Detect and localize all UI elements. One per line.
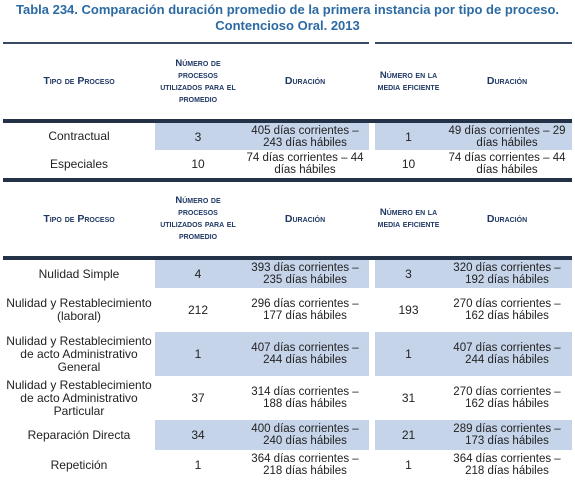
row-num: 3 (155, 121, 241, 150)
table-title-line1: Tabla 234. Comparación duración promedio… (16, 2, 559, 17)
column-gap (369, 150, 375, 180)
table-row: Nulidad y Restablecimiento de acto Admin… (3, 376, 572, 420)
row-tipo: Nulidad y Restablecimiento de acto Admin… (6, 333, 152, 374)
row-dur2: 74 días corrientes – 44 días hábiles (448, 152, 566, 176)
row-num2: 1 (375, 332, 442, 376)
header-tipo: Tipo de Proceso (3, 42, 155, 121)
header-row-2: Tipo de Proceso Número de procesos utili… (3, 179, 572, 258)
row-num: 10 (191, 157, 205, 171)
table-row: Reparación Directa 34 400 días corriente… (3, 420, 572, 450)
row-num2: 31 (401, 391, 416, 405)
row-num: 37 (191, 391, 205, 405)
header-numero-media: Número en la media eficiente (375, 179, 442, 258)
row-dur: 405 días corrientes – 243 días hábiles (241, 121, 369, 150)
row-dur: 407 días corrientes – 244 días hábiles (241, 332, 369, 376)
row-num2: 1 (375, 121, 442, 150)
column-gap (369, 121, 375, 150)
row-dur: 364 días corrientes – 218 días hábiles (251, 453, 359, 477)
column-gap (369, 450, 375, 480)
row-dur2: 49 días corrientes – 29 días hábiles (442, 121, 572, 150)
row-tipo: Repetición (50, 457, 108, 472)
column-gap (369, 288, 375, 332)
row-num2: 10 (401, 157, 416, 171)
column-gap (369, 332, 375, 376)
header-row-1: Tipo de Proceso Número de procesos utili… (3, 42, 572, 121)
row-num: 1 (155, 332, 241, 376)
table-title: Tabla 234. Comparación duración promedio… (0, 2, 575, 34)
row-dur: 296 días corrientes – 177 días hábiles (251, 298, 359, 322)
comparison-table: Tipo de Proceso Número de procesos utili… (3, 42, 572, 480)
header-numero-utilizados: Número de procesos utilizados para el pr… (155, 179, 241, 258)
header-numero-media: Número en la media eficiente (375, 42, 442, 121)
row-num: 1 (194, 458, 202, 472)
table-title-line2: Contencioso Oral. 2013 (215, 18, 360, 33)
table-row: Contractual 3 405 días corrientes – 243 … (3, 121, 572, 150)
header-duracion: Duración (241, 42, 369, 121)
header-numero-utilizados: Número de procesos utilizados para el pr… (155, 42, 241, 121)
row-tipo: Nulidad y Restablecimiento de acto Admin… (6, 377, 152, 418)
row-num2: 3 (375, 258, 442, 288)
row-dur: 74 días corrientes – 44 días hábiles (246, 152, 364, 176)
row-dur2: 270 días corrientes – 162 días hábiles (453, 298, 561, 322)
row-dur2: 270 días corrientes – 162 días hábiles (453, 386, 561, 410)
column-gap (369, 420, 375, 450)
header-duracion: Duración (241, 179, 369, 258)
row-tipo: Nulidad Simple (38, 266, 120, 281)
row-num: 34 (155, 420, 241, 450)
header-tipo: Tipo de Proceso (3, 179, 155, 258)
table-row: Especiales 10 74 días corrientes – 44 dí… (3, 150, 572, 180)
row-dur: 393 días corrientes – 235 días hábiles (241, 258, 369, 288)
row-num: 4 (155, 258, 241, 288)
row-dur2: 407 días corrientes – 244 días hábiles (442, 332, 572, 376)
row-dur2: 289 días corrientes – 173 días hábiles (442, 420, 572, 450)
column-gap (369, 180, 375, 258)
header-duracion-2: Duración (442, 42, 572, 121)
row-num2: 21 (375, 420, 442, 450)
row-dur2: 364 días corrientes – 218 días hábiles (453, 453, 561, 477)
column-gap (369, 43, 375, 121)
table-row: Nulidad y Restablecimiento de acto Admin… (3, 332, 572, 376)
row-dur: 400 días corrientes – 240 días hábiles (241, 420, 369, 450)
column-gap (369, 376, 375, 420)
table-row: Repetición 1 364 días corrientes – 218 d… (3, 450, 572, 480)
row-tipo: Especiales (49, 156, 109, 171)
row-num: 212 (187, 303, 209, 317)
row-num2: 1 (405, 458, 412, 472)
column-gap (369, 258, 375, 288)
header-duracion-2: Duración (442, 179, 572, 258)
row-tipo: Reparación Directa (27, 427, 131, 442)
row-dur2: 320 días corrientes – 192 días hábiles (442, 258, 572, 288)
row-num2: 193 (398, 303, 419, 317)
table-row: Nulidad y Restablecimiento (laboral) 212… (3, 288, 572, 332)
row-dur: 314 días corrientes – 188 días hábiles (251, 386, 359, 410)
table-row: Nulidad Simple 4 393 días corrientes – 2… (3, 258, 572, 288)
row-tipo: Nulidad y Restablecimiento (laboral) (6, 296, 152, 323)
row-tipo: Contractual (48, 129, 110, 143)
